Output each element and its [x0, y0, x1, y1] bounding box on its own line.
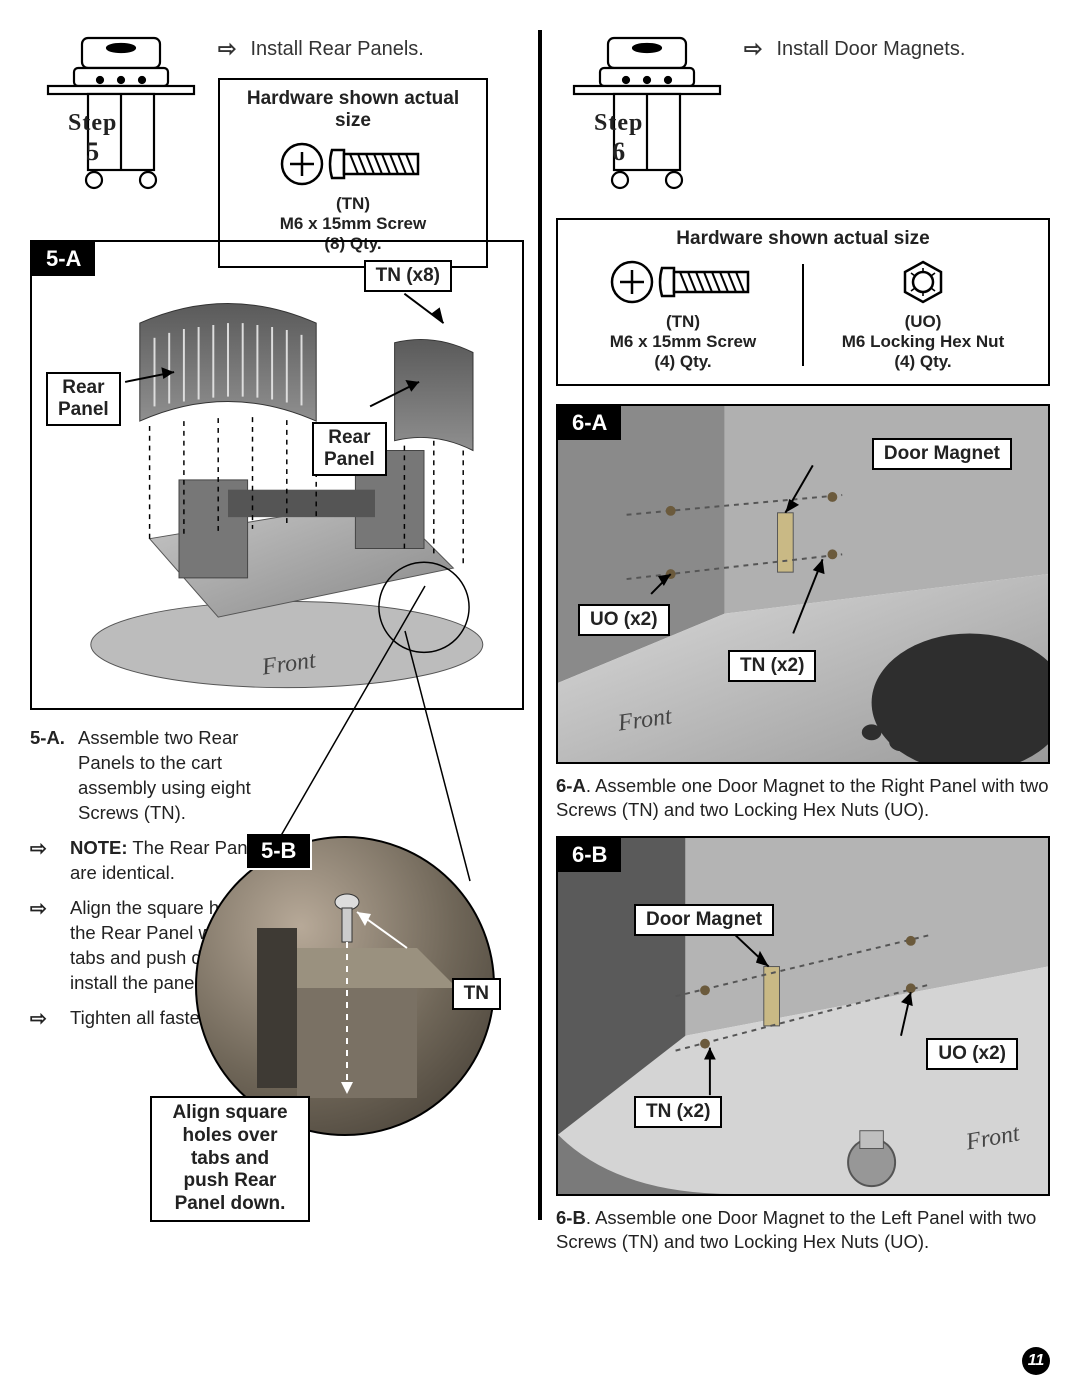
hw-qty: (4) Qty.: [808, 352, 1038, 372]
arrow-icon: ⇨: [218, 36, 236, 62]
callout-tn: TN (x8): [364, 260, 452, 292]
step-num: 6: [594, 137, 643, 167]
panel-5a-tag: 5-A: [32, 242, 95, 276]
hw-code: (TN): [230, 194, 476, 214]
step-num: 5: [68, 137, 117, 167]
step5-header: Step 5 ⇨ Install Rear Panels. Hardware s…: [30, 30, 524, 200]
align-box: Align square holes over tabs and push Re…: [150, 1096, 310, 1222]
callout-magnet-6a: Door Magnet: [872, 438, 1012, 470]
grill-thumb-6: Step 6: [556, 30, 726, 200]
hw-code: (UO): [808, 312, 1038, 332]
panel-6a: 6-A: [556, 404, 1050, 764]
callout-tn-6b: TN (x2): [634, 1096, 722, 1128]
page-number: 11: [1022, 1347, 1050, 1375]
arrow-icon: ⇨: [30, 1006, 60, 1033]
panel-6a-tag: 6-A: [558, 406, 621, 440]
panel-6b: 6-B: [556, 836, 1050, 1196]
hw-desc: M6 x 15mm Screw: [230, 214, 476, 234]
panel-6b-tag: 6-B: [558, 838, 621, 872]
callout-uo-6a: UO (x2): [578, 604, 670, 636]
arrow-icon: ⇨: [30, 896, 60, 923]
hw-qty: (4) Qty.: [568, 352, 798, 372]
hw-title: Hardware shown actual size: [230, 88, 476, 132]
hw-box-6: Hardware shown actual size: [556, 218, 1050, 386]
arrow-icon: ⇨: [744, 36, 762, 62]
hw-desc: M6 x 15mm Screw: [568, 332, 798, 352]
step5-title-text: Install Rear Panels.: [250, 38, 423, 61]
caption-6a: 6-A. Assemble one Door Magnet to the Rig…: [556, 774, 1050, 822]
step6-badge: Step 6: [594, 110, 643, 167]
step-word: Step: [594, 110, 643, 137]
hw-item-tn6: (TN) M6 x 15mm Screw (4) Qty.: [568, 258, 798, 372]
callout-magnet-6b: Door Magnet: [634, 904, 774, 936]
grill-thumb-5: Step 5: [30, 30, 200, 200]
callout-tn-6a: TN (x2): [728, 650, 816, 682]
step5-title: ⇨ Install Rear Panels.: [218, 36, 524, 62]
hw-item-tn: (TN) M6 x 15mm Screw (8) Qty.: [230, 140, 476, 254]
caption-6b: 6-B. Assemble one Door Magnet to the Lef…: [556, 1206, 1050, 1254]
col-step5: Step 5 ⇨ Install Rear Panels. Hardware s…: [30, 30, 524, 1377]
column-divider: [538, 30, 542, 1220]
hw-code: (TN): [568, 312, 798, 332]
col-step6: Step 6 ⇨ Install Door Magnets. Hardware …: [556, 30, 1050, 1377]
hw-item-uo: (UO) M6 Locking Hex Nut (4) Qty.: [808, 258, 1038, 372]
callout-tn-5b: TN: [452, 978, 501, 1010]
step5-badge: Step 5: [68, 110, 117, 167]
callout-uo-6b: UO (x2): [926, 1038, 1018, 1070]
step6-title: ⇨ Install Door Magnets.: [744, 36, 1050, 62]
step6-title-text: Install Door Magnets.: [776, 38, 965, 61]
hw-desc: M6 Locking Hex Nut: [808, 332, 1038, 352]
step-word: Step: [68, 110, 117, 137]
hw-title: Hardware shown actual size: [568, 228, 1038, 250]
step6-header: Step 6 ⇨ Install Door Magnets.: [556, 30, 1050, 200]
leader-5b: [30, 396, 530, 896]
